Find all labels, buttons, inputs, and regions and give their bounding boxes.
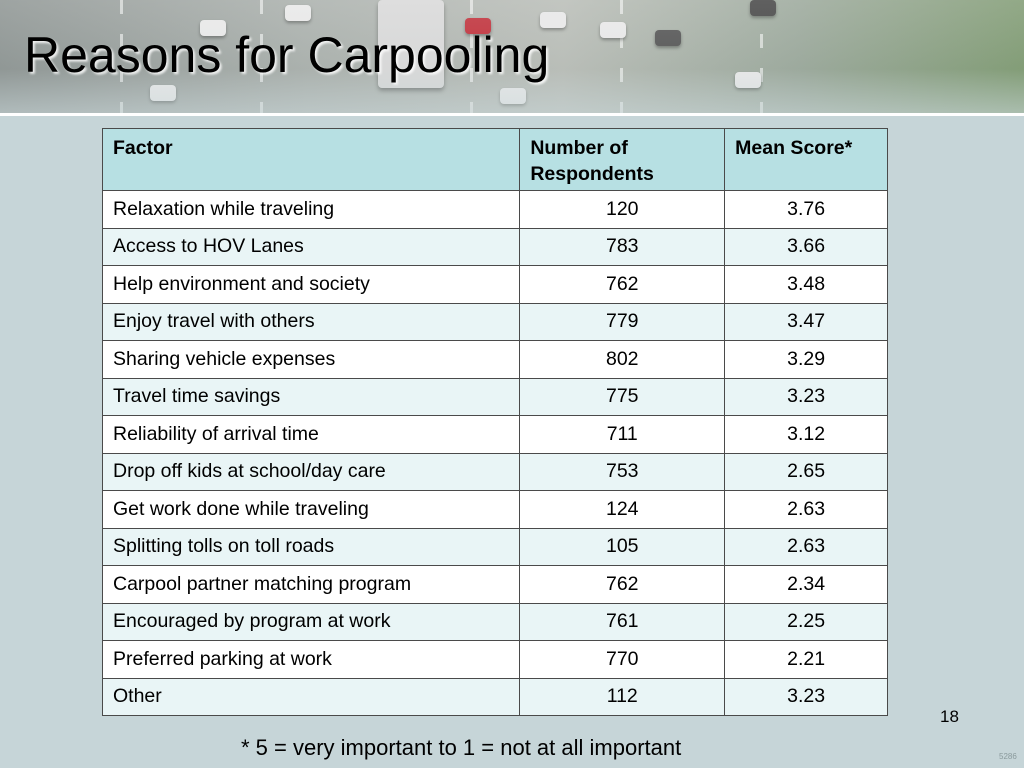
factor-cell: Carpool partner matching program [101,565,521,604]
page-number: 18 [940,707,959,726]
banner-divider [0,113,1024,116]
table-header-row: Factor Number of Respondents Mean Score* [101,128,888,191]
factor-cell: Help environment and society [101,265,521,304]
table-row: Preferred parking at work 770 2.21 [101,640,888,679]
respondents-cell: 711 [519,415,726,454]
table-row: Reliability of arrival time 711 3.12 [101,415,888,454]
mean-score-cell: 3.76 [724,190,888,229]
score-footnote: * 5 = very important to 1 = not at all i… [241,735,682,760]
mean-score-cell: 2.25 [724,602,888,641]
mean-score-cell: 3.48 [724,265,888,304]
table-row: Other 112 3.23 [101,677,888,716]
factor-cell: Splitting tolls on toll roads [101,527,521,566]
mean-score-cell: 2.63 [724,527,888,566]
factor-cell: Drop off kids at school/day care [101,452,521,491]
factor-cell: Access to HOV Lanes [101,227,521,266]
table-row: Carpool partner matching program 762 2.3… [101,565,888,604]
mean-score-cell: 3.23 [724,677,888,716]
mean-score-cell: 2.21 [724,640,888,679]
respondents-cell: 783 [519,227,726,266]
table-row: Enjoy travel with others 779 3.47 [101,302,888,341]
table-row: Relaxation while traveling 120 3.76 [101,190,888,229]
mean-score-cell: 2.63 [724,490,888,529]
respondents-cell: 124 [519,490,726,529]
respondents-cell: 779 [519,302,726,341]
header-banner-image [0,0,1024,115]
table-row: Travel time savings 775 3.23 [101,377,888,416]
mean-score-cell: 3.47 [724,302,888,341]
respondents-cell: 762 [519,265,726,304]
table-row: Drop off kids at school/day care 753 2.6… [101,452,888,491]
factor-cell: Enjoy travel with others [101,302,521,341]
factor-cell: Preferred parking at work [101,640,521,679]
column-header-mean-score: Mean Score* [724,128,888,191]
factor-cell: Other [101,677,521,716]
mean-score-cell: 2.34 [724,565,888,604]
table-row: Splitting tolls on toll roads 105 2.63 [101,527,888,566]
slide-title: Reasons for Carpooling [24,27,550,83]
factor-cell: Encouraged by program at work [101,602,521,641]
mean-score-cell: 3.23 [724,377,888,416]
respondents-cell: 105 [519,527,726,566]
carpooling-reasons-table: Factor Number of Respondents Mean Score*… [101,128,888,716]
table-row: Help environment and society 762 3.48 [101,265,888,304]
mean-score-cell: 3.66 [724,227,888,266]
table-row: Get work done while traveling 124 2.63 [101,490,888,529]
mean-score-cell: 3.29 [724,340,888,379]
respondents-cell: 761 [519,602,726,641]
respondents-cell: 120 [519,190,726,229]
respondents-cell: 775 [519,377,726,416]
factor-cell: Travel time savings [101,377,521,416]
column-header-factor: Factor [101,128,521,191]
respondents-cell: 112 [519,677,726,716]
mean-score-cell: 3.12 [724,415,888,454]
factor-cell: Sharing vehicle expenses [101,340,521,379]
column-header-respondents: Number of Respondents [519,128,726,191]
factor-cell: Relaxation while traveling [101,190,521,229]
respondents-cell: 802 [519,340,726,379]
factor-cell: Reliability of arrival time [101,415,521,454]
slide-code: 5286 [999,752,1017,761]
table-row: Access to HOV Lanes 783 3.66 [101,227,888,266]
factor-cell: Get work done while traveling [101,490,521,529]
respondents-cell: 753 [519,452,726,491]
respondents-cell: 770 [519,640,726,679]
table-row: Sharing vehicle expenses 802 3.29 [101,340,888,379]
mean-score-cell: 2.65 [724,452,888,491]
table-row: Encouraged by program at work 761 2.25 [101,602,888,641]
respondents-cell: 762 [519,565,726,604]
